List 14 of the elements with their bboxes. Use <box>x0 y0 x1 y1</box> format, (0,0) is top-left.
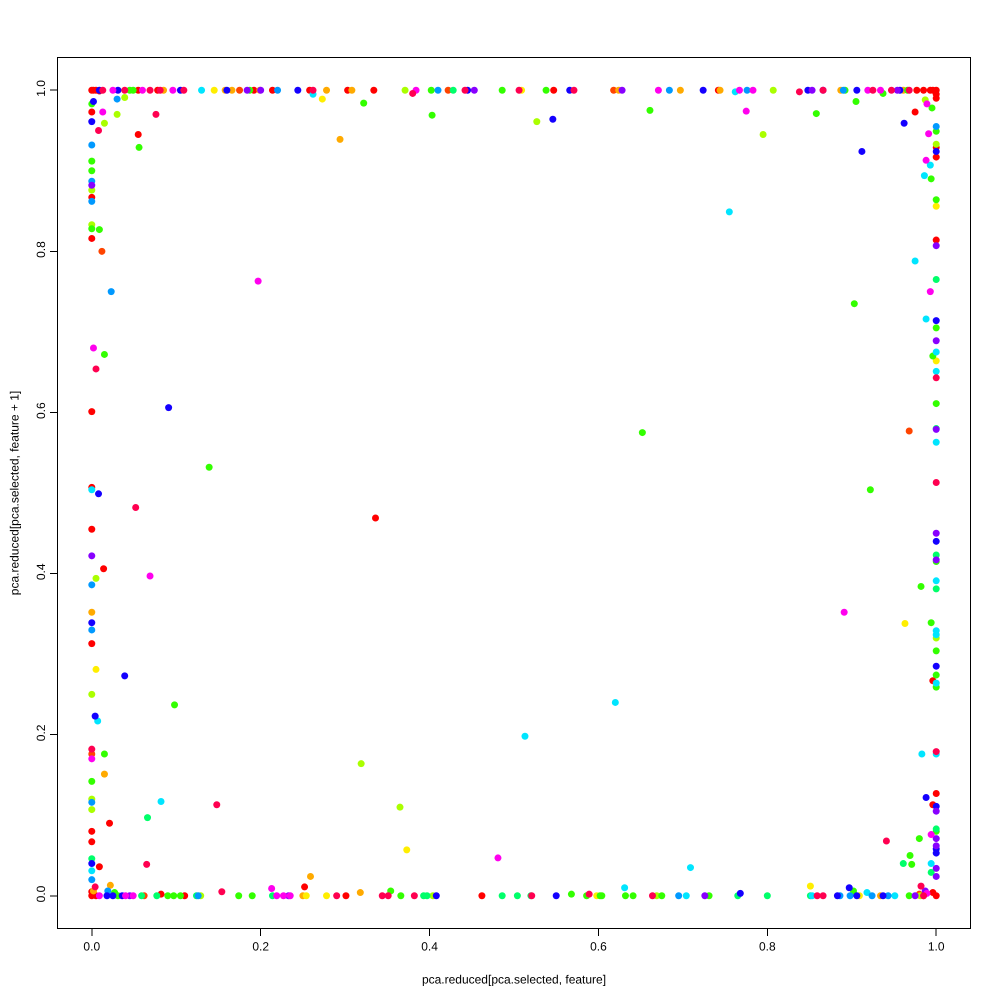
x-tick-label: 0.8 <box>758 939 776 954</box>
x-tick-label: 0.0 <box>83 939 100 954</box>
y-tick-label: 0.6 <box>34 402 48 419</box>
y-tick-label: 0.8 <box>34 240 48 258</box>
y-tick-label: 0.4 <box>34 563 48 580</box>
y-tick-label: 0.2 <box>34 724 48 742</box>
x-tick-label: 0.2 <box>252 939 270 954</box>
x-axis-title: pca.reduced[pca.selected, feature] <box>422 972 606 986</box>
y-axis-title: pca.reduced[pca.selected, feature + 1] <box>8 390 22 596</box>
x-tick-label: 0.6 <box>590 939 608 954</box>
x-tick-label: 0.4 <box>421 939 438 954</box>
y-tick-label: 0.0 <box>34 885 48 902</box>
x-tick-label: 1.0 <box>928 939 945 954</box>
y-tick-label: 1.0 <box>34 80 48 97</box>
